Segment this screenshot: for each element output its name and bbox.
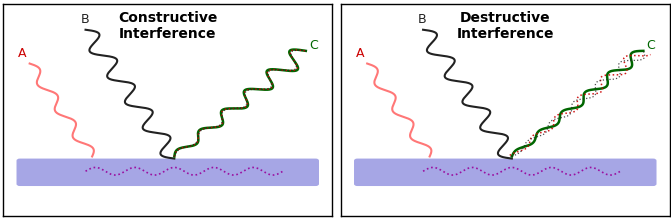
Text: Constructive
Interference: Constructive Interference: [118, 11, 217, 41]
FancyBboxPatch shape: [354, 159, 656, 186]
Text: A: A: [18, 47, 27, 60]
Text: C: C: [647, 39, 656, 52]
Text: C: C: [309, 39, 318, 52]
FancyBboxPatch shape: [17, 159, 319, 186]
Text: Destructive
Interference: Destructive Interference: [456, 11, 554, 41]
Text: A: A: [356, 47, 364, 60]
Text: B: B: [81, 13, 89, 26]
Text: B: B: [418, 13, 427, 26]
